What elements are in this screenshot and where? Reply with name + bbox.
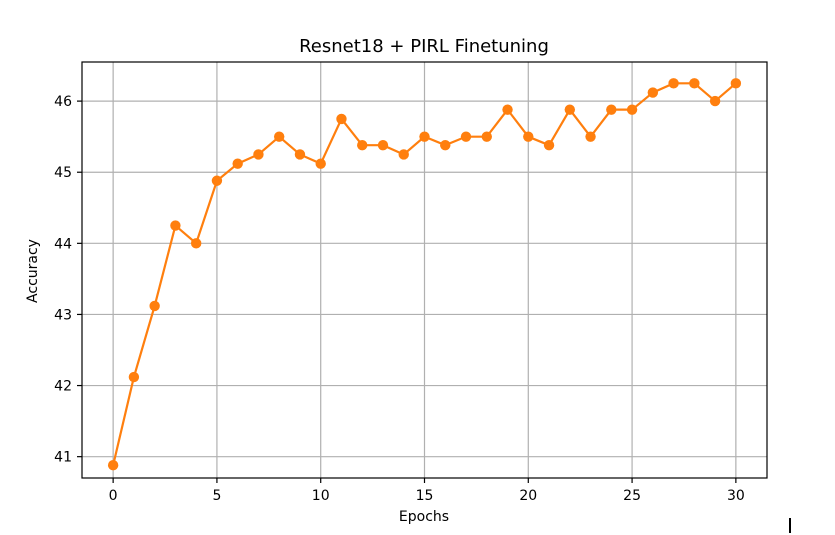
- x-tick-label: 10: [312, 488, 330, 504]
- data-point: [211, 175, 223, 186]
- data-point: [606, 104, 617, 115]
- y-tick-label: 46: [54, 94, 72, 110]
- series: [107, 78, 742, 471]
- data-point: [460, 131, 472, 142]
- data-point: [689, 78, 700, 89]
- data-point: [523, 131, 534, 142]
- y-axis-label: Accuracy: [25, 239, 41, 303]
- text-cursor-mark: [789, 518, 791, 533]
- data-point: [668, 78, 679, 89]
- x-tick-label: 0: [109, 488, 118, 504]
- data-point: [107, 460, 119, 471]
- x-tick-label: 20: [519, 488, 537, 504]
- data-point: [128, 371, 140, 383]
- y-tick-label: 45: [54, 165, 72, 181]
- y-tick-label: 42: [54, 379, 72, 395]
- data-point: [502, 104, 513, 115]
- data-point: [585, 131, 596, 142]
- data-point: [253, 149, 264, 160]
- plot-frame: [81, 61, 768, 479]
- chart-title: Resnet18 + PIRL Finetuning: [299, 36, 549, 57]
- data-point: [357, 140, 368, 151]
- y-tick-label: 41: [54, 450, 72, 466]
- y-tick-label: 44: [54, 236, 72, 252]
- data-point: [481, 131, 492, 142]
- data-point: [440, 140, 451, 151]
- data-point: [647, 87, 659, 98]
- data-point: [419, 131, 430, 142]
- data-point: [294, 149, 306, 160]
- data-point: [336, 113, 347, 125]
- data-point: [232, 158, 243, 169]
- data-point: [626, 104, 638, 115]
- grid: [82, 62, 767, 478]
- data-point: [377, 140, 389, 151]
- x-tick-label: 15: [416, 488, 434, 504]
- x-tick-label: 5: [212, 488, 221, 504]
- data-point: [149, 300, 160, 312]
- x-tick-label: 25: [623, 488, 641, 504]
- data-point: [543, 140, 555, 151]
- data-point: [190, 238, 202, 249]
- data-point: [170, 220, 181, 231]
- data-point: [564, 104, 576, 115]
- x-tick-label: 30: [727, 488, 745, 504]
- x-axis-label: Epochs: [399, 509, 449, 525]
- axis-ticks: 0 5 10 15 20 25 30 41 42 43 44 45 46: [54, 94, 745, 504]
- y-tick-label: 43: [54, 307, 72, 323]
- data-point: [709, 95, 721, 107]
- data-point: [398, 149, 409, 160]
- data-point: [273, 131, 285, 142]
- data-point: [730, 78, 742, 89]
- data-point: [315, 158, 326, 169]
